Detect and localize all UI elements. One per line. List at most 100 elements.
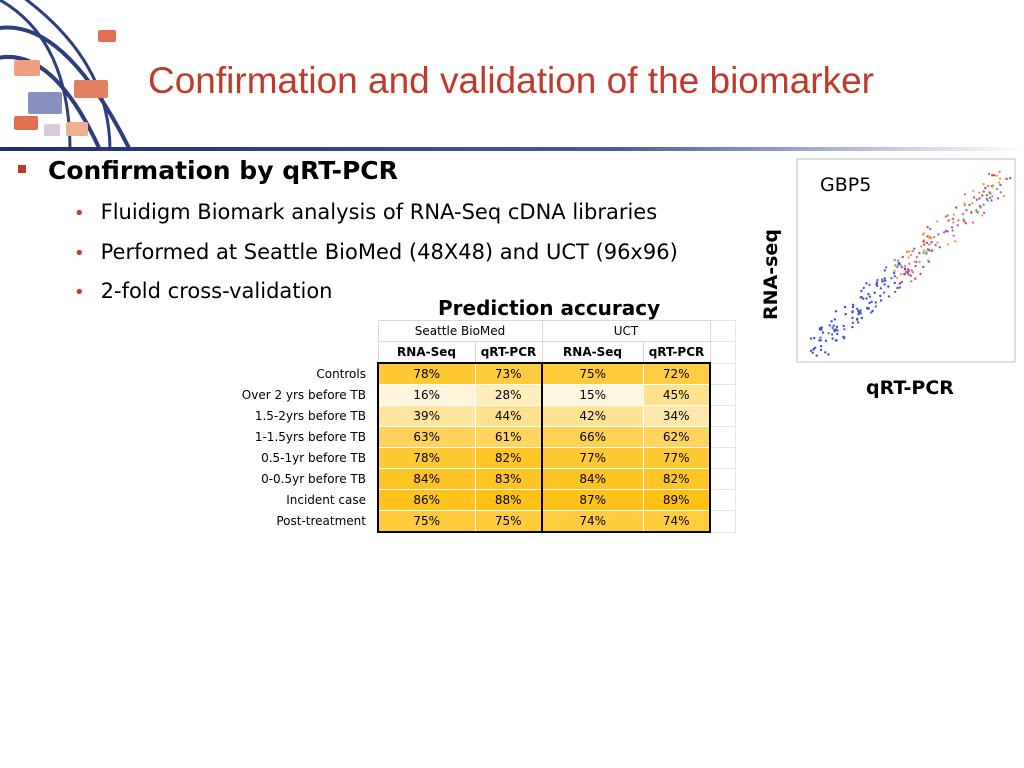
scatter-point [831,337,834,340]
square-bullet-icon [18,165,26,173]
row-label: 0-0.5yr before TB [261,472,366,486]
scatter-point [873,291,876,294]
scatter-point [895,276,899,279]
scatter-point [1009,177,1012,180]
pad-cell [709,468,736,490]
corner-cell [166,321,378,342]
scatter-point [991,195,994,198]
scatter-point [943,231,946,234]
pad-cell [709,320,736,342]
scatter-point [922,249,926,252]
accuracy-cell: 74% [642,510,711,533]
scatter-point [893,275,896,278]
accuracy-cell: 39% [377,405,476,427]
scatter-point [968,203,971,207]
group-header-seattle: Seattle BioMed [377,320,543,342]
scatter-point [832,324,835,327]
table-row: Over 2 yrs before TB 16% 28% 15% 45% [166,384,736,406]
scatter-point [859,296,862,299]
scatter-point [856,321,860,324]
group-header-uct: UCT [541,320,711,342]
pad-cell [709,426,736,448]
scatter-point [922,240,925,243]
scatter-point [824,339,828,342]
scatter-point [952,213,956,216]
scatter-point [893,281,896,285]
scatter-point [887,295,891,298]
scatter-point [851,311,854,314]
scatter-point [992,174,996,177]
scatter-point [918,260,921,264]
scatter-point [857,310,860,314]
scatter-point [951,217,954,220]
scatter-point [851,321,854,324]
scatter-point [930,249,933,253]
scatter-point [901,255,905,259]
scatter-point [890,277,893,280]
scatter-point [997,181,1001,184]
accuracy-cell: 77% [541,447,644,469]
scatter-point [883,269,886,272]
accuracy-cell: 75% [541,362,644,385]
scatter-point [922,251,925,254]
scatter-point [971,202,974,205]
scatter-point [981,194,984,197]
scatter-point [879,294,882,298]
scatter-point [812,348,815,351]
method-header: qRT-PCR [642,341,711,364]
accuracy-cell: 78% [377,362,476,385]
scatter-point [995,174,998,177]
scatter-point [843,305,847,309]
scatter-point [835,328,838,331]
scatter-point [881,279,884,282]
scatter-point [925,241,929,245]
table-row: 0.5-1yr before TB 78% 82% 77% 77% [166,447,736,469]
gbp5-scatter-plot [796,158,1016,363]
scatter-point [819,348,823,352]
sub-bullet: • Fluidigm Biomark analysis of RNA-Seq cD… [74,200,658,224]
table-row: Incident case 86% 88% 87% 89% [166,489,736,511]
scatter-point [865,306,869,310]
scatter-point [963,202,966,205]
scatter-point [947,219,950,222]
scatter-point [828,324,831,327]
scatter-point [842,324,845,328]
scatter-point [999,183,1002,187]
scatter-point [946,214,949,217]
scatter-point [982,190,985,193]
scatter-point [938,246,941,249]
scatter-point [972,196,976,199]
scatter-point [860,289,863,293]
scatter-point [915,255,918,259]
scatter-point [899,273,903,276]
scatter-point [987,184,990,188]
scatter-point [834,310,838,313]
scatter-point [818,328,822,331]
dot-bullet-icon: • [74,203,85,224]
scatter-point [990,174,994,177]
scatter-point [962,218,965,221]
row-label: 0.5-1yr before TB [261,451,366,465]
scatter-point [936,241,939,244]
scatter-point [975,198,979,201]
scatter-point [964,222,968,225]
accuracy-cell: 75% [474,510,543,533]
scatter-point [913,247,916,250]
scatter-point [856,317,859,321]
scatter-point [928,235,931,238]
accuracy-cell: 66% [541,426,644,448]
table-group-header: Seattle BioMed UCT [166,320,736,342]
scatter-point [932,236,936,239]
scatter-point [965,209,968,212]
pad-cell [709,362,736,385]
scatter-point [907,256,910,259]
scatter-point [899,264,902,267]
scatter-point [937,233,940,236]
scatter-point [836,332,839,336]
scatter-point [980,214,984,217]
scatter-point [862,286,865,290]
globe-logo [0,0,132,150]
scatter-point [903,272,906,276]
scatter-point [952,221,955,224]
accuracy-cell: 73% [474,362,543,385]
